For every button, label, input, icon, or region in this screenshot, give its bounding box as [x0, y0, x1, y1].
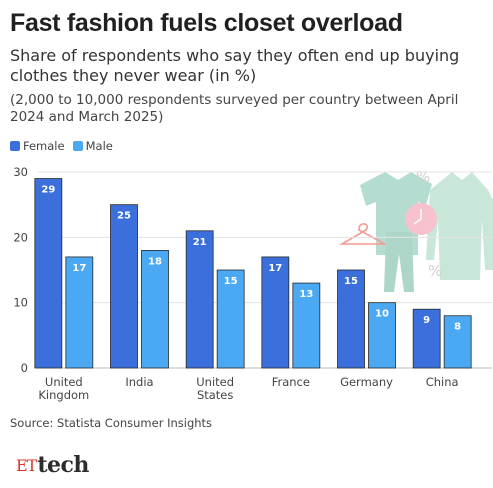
- bar-female: [261, 256, 290, 369]
- percent-icon: %: [416, 168, 430, 186]
- logo-et: ET: [16, 456, 37, 475]
- legend-swatch-female: [10, 141, 20, 151]
- bar-male: [368, 302, 396, 369]
- legend-item-male: Male: [72, 139, 113, 153]
- et-tech-logo: ET tech: [16, 452, 89, 478]
- bar-female: [185, 230, 214, 369]
- hanger-icon: [339, 223, 386, 245]
- clothing-illustration: % %: [339, 168, 493, 292]
- y-tick-label: 10: [13, 296, 28, 310]
- chart-title: Fast fashion fuels closet overload: [10, 9, 403, 37]
- shirt-icon: [360, 172, 432, 255]
- trousers-icon: [384, 232, 414, 292]
- data-label: 15: [344, 276, 358, 287]
- bar-chart: % % 01020302917UnitedKingdom2518India211…: [13, 165, 493, 402]
- data-label: 13: [299, 289, 313, 300]
- x-tick-label: China: [426, 375, 459, 389]
- bar-female: [110, 204, 138, 369]
- percent-icon: %: [428, 262, 442, 280]
- data-label: 8: [454, 322, 461, 333]
- bar-female: [412, 308, 441, 369]
- legend-item-female: Female: [10, 139, 65, 153]
- data-label: 25: [117, 211, 131, 222]
- source-note: Source: Statista Consumer Insights: [10, 416, 213, 430]
- legend-label-female: Female: [23, 139, 65, 153]
- x-tick-label: Kingdom: [38, 388, 89, 402]
- logo-tech: tech: [37, 452, 89, 478]
- y-tick-label: 0: [21, 361, 28, 375]
- bar-female: [337, 269, 365, 369]
- x-tick-label: France: [272, 375, 310, 389]
- bar-male: [292, 282, 321, 369]
- data-label: 9: [423, 315, 430, 326]
- bar-male: [443, 315, 472, 369]
- y-tick-label: 30: [13, 165, 28, 179]
- chart-note: (2,000 to 10,000 respondents surveyed pe…: [10, 92, 459, 125]
- data-label: 18: [148, 256, 162, 267]
- x-tick-label: United: [45, 375, 83, 389]
- data-label: 21: [193, 237, 207, 248]
- data-label: 15: [224, 276, 238, 287]
- x-tick-label: States: [197, 388, 233, 402]
- bar-male: [65, 256, 94, 369]
- bar-male: [141, 250, 169, 369]
- data-label: 17: [72, 263, 86, 274]
- legend-label-male: Male: [85, 139, 113, 153]
- legend: Female Male: [10, 139, 121, 153]
- clock-icon: [405, 203, 437, 235]
- x-tick-label: India: [125, 375, 153, 389]
- chart-subtitle: Share of respondents who say they often …: [10, 46, 460, 85]
- legend-swatch-male: [72, 141, 83, 151]
- bar-female: [34, 178, 63, 369]
- bar-male: [216, 269, 245, 369]
- x-tick-label: Germany: [340, 375, 393, 389]
- x-tick-label: United: [196, 375, 234, 389]
- data-label: 10: [375, 309, 389, 320]
- y-tick-label: 20: [13, 230, 28, 244]
- data-label: 17: [268, 263, 282, 274]
- coat-icon: [426, 172, 493, 280]
- data-label: 29: [41, 185, 55, 196]
